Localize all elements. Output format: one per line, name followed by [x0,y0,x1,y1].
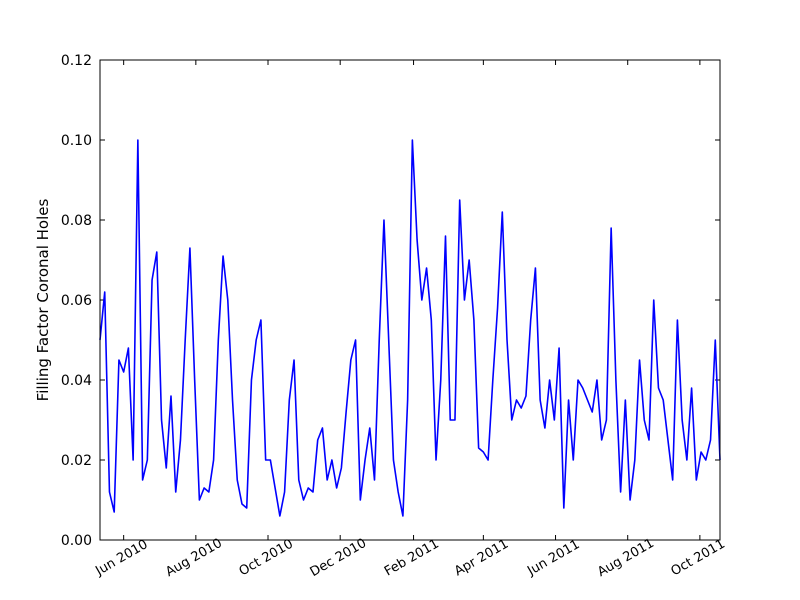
x-tick-label: Apr 2011 [452,537,511,580]
y-tick-label: 0.00 [61,533,92,549]
data-line [99,139,721,517]
x-tick-label: Oct 2011 [669,537,728,580]
y-tick-label: 0.12 [61,53,92,69]
y-tick-label: 0.02 [61,453,92,469]
plot-frame [99,59,721,541]
y-tick-label: 0.04 [61,373,92,389]
x-tick-label: Dec 2010 [308,536,370,580]
x-tick-label: Jun 2011 [524,537,582,579]
x-tick-label: Aug 2011 [595,536,657,580]
x-tick-label: Oct 2010 [237,537,296,580]
y-tick-label: 0.10 [61,133,92,149]
y-tick-label: 0.08 [61,213,92,229]
x-tick-label: Aug 2010 [163,536,225,580]
x-tick-label: Jun 2010 [92,537,150,579]
x-tick-label: Feb 2011 [382,536,442,579]
y-tick-label: 0.06 [61,293,92,309]
y-axis-label: Filling Factor Coronal Holes [34,198,52,401]
